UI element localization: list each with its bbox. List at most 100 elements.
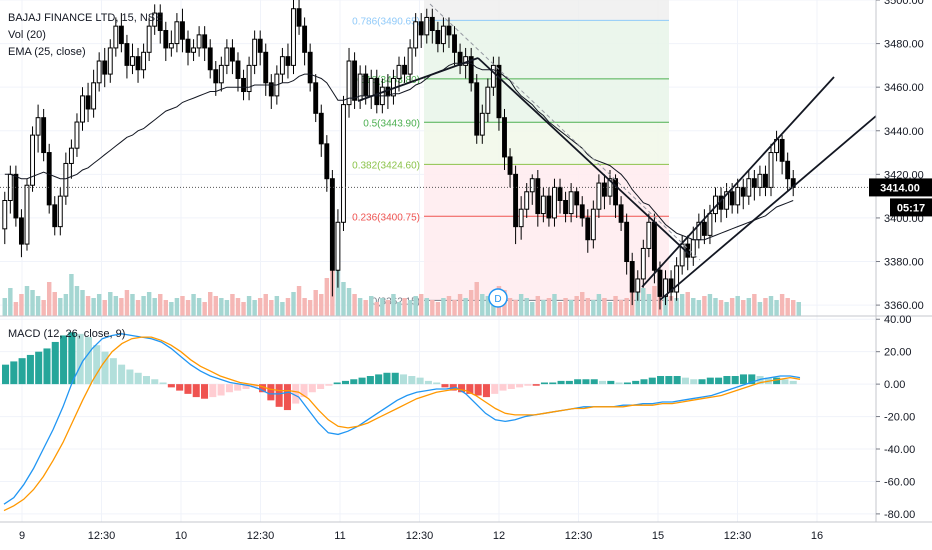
volume-bar <box>119 298 124 316</box>
volume-bar <box>135 300 141 316</box>
macd-histogram-bar <box>93 345 101 385</box>
fib-zone <box>424 20 669 79</box>
volume-bar <box>108 292 113 316</box>
trendline <box>477 57 691 256</box>
symbol-legend[interactable]: BAJAJ FINANCE LTD, 15, NSE <box>8 12 162 24</box>
fib-level-label: 0.382(3424.60) <box>352 160 420 171</box>
candle-body <box>124 43 130 66</box>
macd-histogram-bar <box>341 380 350 385</box>
candle-body <box>490 64 496 88</box>
candle-body <box>57 195 63 228</box>
volume-bar <box>530 302 535 316</box>
macd-histogram-bar <box>184 384 192 394</box>
macd-histogram-bar <box>18 358 26 385</box>
volume-bar <box>624 298 629 316</box>
macd-histogram-bar <box>731 376 739 385</box>
volume-bar <box>280 302 285 316</box>
macd-tick-label: -20.00 <box>884 412 915 424</box>
volume-bar <box>591 300 596 316</box>
price-tick-label: 3500.00 <box>884 0 924 7</box>
candle-body <box>224 47 230 66</box>
macd-legend[interactable]: MACD (12, 26, close, 9) <box>8 328 125 340</box>
candle-body <box>590 208 596 241</box>
candle-body <box>740 186 746 197</box>
macd-histogram-bar <box>681 377 689 385</box>
candle-body <box>229 47 235 62</box>
candle-body <box>352 60 358 101</box>
macd-histogram-bar <box>491 384 499 394</box>
macd-histogram-bar <box>482 384 490 398</box>
macd-histogram-bar <box>441 384 449 388</box>
macd-histogram-bar <box>706 377 714 385</box>
macd-axis[interactable]: 40.00 20.00 0.00 -20.00 -40.00 -60.00 -80.00 <box>876 314 915 521</box>
price-axis[interactable]: 3500.003480.003460.003440.003420.003400.… <box>876 0 924 312</box>
volume-bar <box>191 294 196 316</box>
volume-bar <box>446 296 452 316</box>
volume-bar <box>452 300 457 316</box>
macd-histogram-bar <box>151 379 159 385</box>
volume-bar <box>346 288 352 316</box>
volume-bar <box>252 300 257 316</box>
candle-body <box>268 82 274 97</box>
volume-bar <box>374 302 380 316</box>
macd-pane-grid <box>0 316 876 522</box>
candle-body <box>579 204 585 219</box>
candle-body <box>596 182 602 210</box>
macd-histogram-bar <box>698 379 706 385</box>
candle-body <box>130 56 135 66</box>
volume-bar <box>746 298 752 316</box>
macd-tick-label: 40.00 <box>884 314 912 326</box>
candle-body <box>574 191 580 206</box>
volume-bar <box>380 298 385 316</box>
candle-body <box>252 38 258 66</box>
dividend-event-marker[interactable]: D <box>488 288 508 308</box>
candle-body <box>335 221 341 271</box>
trendline-drawings[interactable] <box>357 3 877 301</box>
volume-bar <box>180 296 185 316</box>
price-tick-label: 3360.00 <box>884 300 924 312</box>
macd-histogram-bar <box>715 377 723 385</box>
macd-histogram-bar <box>176 384 184 391</box>
macd-histogram-bar <box>333 382 341 385</box>
volume-bar <box>602 298 607 316</box>
price-tick-label: 3460.00 <box>884 82 924 94</box>
volume-bar <box>235 298 241 316</box>
volume-bar <box>468 290 474 316</box>
volume-bar <box>480 294 485 316</box>
time-axis[interactable]: 9 12:30 10 12:30 11 12:30 12 12:30 15 12:30 16 <box>19 530 823 542</box>
volume-bar <box>763 298 768 316</box>
bar-countdown-badge: 05:17 <box>890 198 932 217</box>
macd-histogram-bar <box>109 358 117 385</box>
candle-body <box>246 64 252 93</box>
macd-histogram-bar <box>599 380 607 385</box>
candle-body <box>763 173 768 188</box>
candle-body <box>668 278 674 293</box>
price-tick-label: 3480.00 <box>884 39 924 51</box>
macd-histogram-bar <box>350 379 358 385</box>
macd-histogram-bar <box>142 376 151 385</box>
candle-body <box>568 191 574 215</box>
volume-legend[interactable]: Vol (20) <box>8 29 46 41</box>
macd-histogram-bar <box>283 384 291 411</box>
macd-histogram-bar <box>259 384 267 393</box>
candle-body <box>257 38 263 53</box>
candle-body <box>552 186 557 219</box>
volume-bar <box>241 302 246 316</box>
volume-bar <box>207 292 213 316</box>
candle-body <box>279 56 285 75</box>
macd-histogram-bar <box>201 384 209 399</box>
macd-histogram-bar <box>690 379 698 385</box>
trendline <box>357 57 479 102</box>
candle-body <box>440 25 446 45</box>
volume-bar <box>341 282 346 316</box>
volume-bar <box>407 300 413 316</box>
macd-histogram-bar <box>84 337 92 385</box>
volume-bar <box>641 288 646 316</box>
volume-bar <box>2 298 7 316</box>
volume-bar <box>91 298 96 316</box>
candle-body <box>180 21 185 40</box>
macd-histogram-bar <box>26 354 34 385</box>
ema-legend[interactable]: EMA (25, close) <box>8 46 86 58</box>
candle-body <box>418 21 424 36</box>
candle-body <box>585 217 591 241</box>
